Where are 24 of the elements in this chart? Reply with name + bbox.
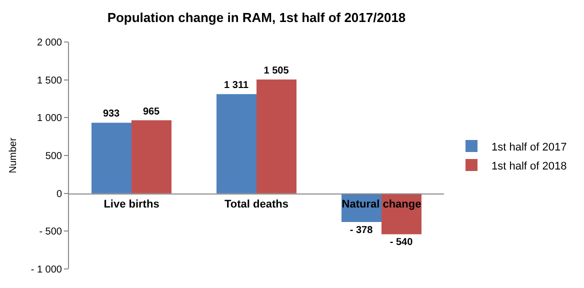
bar (256, 79, 296, 194)
data-label: - 540 (390, 237, 414, 248)
legend-label: 1st half of 2018 (492, 160, 567, 172)
bar (92, 122, 132, 194)
x-tick-label: Live births (104, 198, 160, 211)
data-label: 1 311 (224, 80, 249, 92)
x-tick-label: Natural change (342, 198, 422, 211)
chart-title: Population change in RAM, 1st half of 2017/2018 (107, 10, 406, 26)
y-tick-label: 0 (56, 188, 62, 200)
bar (216, 94, 256, 194)
data-label: 1 505 (264, 65, 290, 76)
x-tick-label: Total deaths (224, 198, 288, 211)
y-tick-label: 2 000 (36, 38, 62, 48)
y-axis-title: Number (8, 137, 19, 174)
data-label: - 378 (350, 224, 374, 236)
legend-label: 1st half of 2017 (492, 141, 567, 154)
y-tick-label: 500 (45, 151, 62, 162)
bar (132, 120, 172, 194)
y-tick-label: 1 500 (36, 75, 62, 86)
data-label: 965 (142, 106, 160, 118)
y-tick-label: 1 000 (36, 113, 62, 124)
y-tick-label: - 1 000 (30, 264, 62, 276)
data-label: 933 (102, 108, 120, 120)
y-tick-label: - 500 (39, 226, 62, 238)
